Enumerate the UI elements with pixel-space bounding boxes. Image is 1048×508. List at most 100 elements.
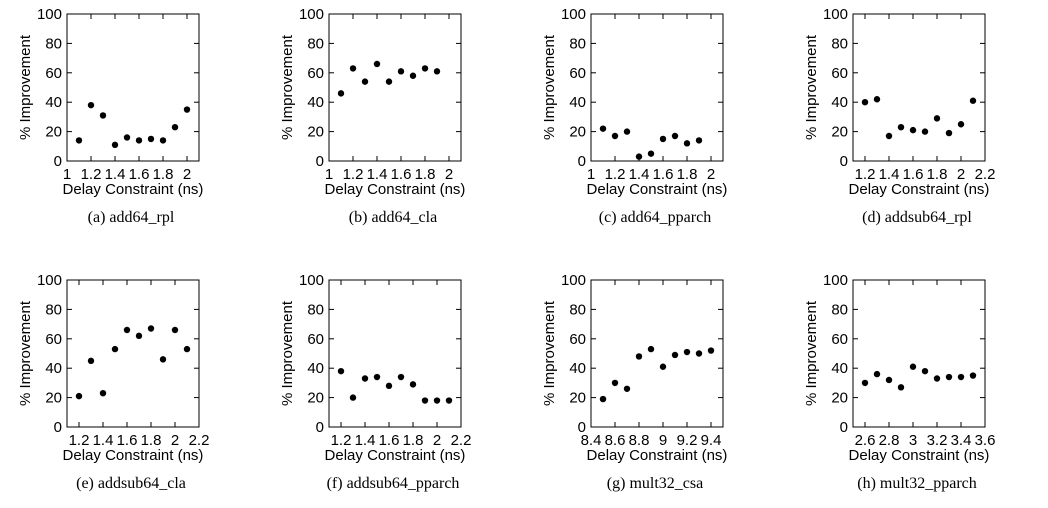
plot-frame bbox=[66, 13, 200, 162]
data-point bbox=[599, 395, 607, 403]
y-tick-label: 40 bbox=[307, 94, 324, 111]
y-axis-label: % Improvement bbox=[803, 34, 820, 140]
subfigure-caption: (a) add64_rpl bbox=[87, 209, 175, 226]
y-tick-label: 60 bbox=[307, 331, 324, 348]
y-tick-label: 20 bbox=[45, 124, 62, 141]
x-tick-label: 1.2 bbox=[605, 166, 626, 183]
y-tick-label: 60 bbox=[831, 331, 848, 348]
data-point bbox=[861, 379, 869, 387]
x-tick-label: 1.2 bbox=[69, 432, 90, 449]
data-point bbox=[75, 137, 83, 144]
y-tick-label: 20 bbox=[831, 124, 848, 141]
data-point bbox=[909, 363, 917, 370]
data-point bbox=[647, 345, 655, 353]
y-tick-label: 60 bbox=[45, 65, 62, 82]
x-tick-label: 1 bbox=[587, 166, 595, 183]
y-axis-label: % Improvement bbox=[17, 34, 34, 140]
x-tick-label: 2.2 bbox=[975, 166, 996, 183]
x-tick-label: 3 bbox=[909, 432, 917, 449]
plot-frame bbox=[590, 13, 724, 162]
y-tick-label: 20 bbox=[569, 124, 586, 141]
data-point bbox=[135, 137, 143, 144]
x-tick-label: 2.2 bbox=[189, 432, 210, 449]
data-point bbox=[635, 153, 643, 160]
subfigure-caption: (c) add64_pparch bbox=[598, 209, 712, 226]
data-point bbox=[695, 137, 703, 144]
y-tick-label: 80 bbox=[831, 35, 848, 52]
x-tick-label: 2.6 bbox=[855, 432, 876, 449]
data-point bbox=[385, 78, 393, 85]
y-tick-label: 20 bbox=[307, 390, 324, 407]
x-tick-label: 8.8 bbox=[629, 432, 650, 449]
y-tick-label: 100 bbox=[823, 6, 848, 23]
plot-frame bbox=[852, 13, 986, 162]
y-tick-label: 100 bbox=[37, 6, 62, 23]
data-point bbox=[683, 140, 691, 147]
data-point bbox=[969, 372, 977, 379]
data-point bbox=[123, 326, 131, 334]
data-point bbox=[885, 376, 893, 384]
data-point bbox=[707, 347, 715, 354]
y-tick-label: 0 bbox=[578, 419, 586, 436]
y-tick-label: 80 bbox=[45, 35, 62, 52]
x-tick-label: 1.8 bbox=[403, 432, 424, 449]
y-axis-label: % Improvement bbox=[279, 34, 296, 140]
x-tick-label: 2 bbox=[957, 166, 965, 183]
data-point bbox=[671, 351, 679, 359]
x-axis-label: Delay Constraint (ns) bbox=[587, 447, 728, 464]
subfigure-caption: (d) addsub64_rpl bbox=[862, 209, 972, 226]
y-tick-label: 20 bbox=[307, 124, 324, 141]
y-tick-label: 60 bbox=[45, 331, 62, 348]
y-tick-label: 100 bbox=[37, 272, 62, 289]
data-point bbox=[409, 381, 417, 388]
data-point bbox=[659, 363, 667, 370]
y-tick-label: 0 bbox=[578, 153, 586, 170]
x-tick-label: 1 bbox=[63, 166, 71, 183]
y-tick-label: 60 bbox=[831, 65, 848, 82]
y-tick-label: 0 bbox=[316, 153, 324, 170]
data-point bbox=[421, 65, 429, 72]
y-tick-label: 20 bbox=[569, 390, 586, 407]
data-point bbox=[421, 397, 429, 404]
x-tick-label: 1 bbox=[325, 166, 333, 183]
x-tick-label: 1.2 bbox=[343, 166, 364, 183]
data-point bbox=[373, 373, 381, 381]
x-tick-label: 1.8 bbox=[677, 166, 698, 183]
y-tick-label: 100 bbox=[823, 272, 848, 289]
y-axis-label: % Improvement bbox=[17, 300, 34, 406]
data-point bbox=[361, 78, 369, 85]
data-point bbox=[945, 373, 953, 381]
x-axis-label: Delay Constraint (ns) bbox=[325, 181, 466, 198]
data-point bbox=[99, 112, 107, 119]
data-point bbox=[397, 373, 405, 381]
data-point bbox=[337, 367, 345, 375]
y-tick-label: 40 bbox=[307, 360, 324, 377]
data-point bbox=[171, 326, 179, 334]
plot-frame bbox=[328, 13, 462, 162]
data-point bbox=[397, 68, 405, 75]
y-tick-label: 80 bbox=[831, 301, 848, 318]
data-point bbox=[183, 345, 191, 353]
data-point bbox=[111, 345, 119, 353]
y-tick-label: 40 bbox=[569, 94, 586, 111]
data-point bbox=[873, 370, 881, 378]
data-point bbox=[409, 72, 417, 79]
x-tick-label: 1.4 bbox=[93, 432, 114, 449]
data-point bbox=[659, 135, 667, 143]
x-tick-label: 1.2 bbox=[81, 166, 102, 183]
data-point bbox=[897, 384, 905, 391]
data-point bbox=[123, 134, 131, 141]
data-point bbox=[99, 389, 107, 397]
data-point bbox=[349, 394, 357, 401]
plot-frame bbox=[852, 279, 986, 428]
x-tick-label: 1.4 bbox=[367, 166, 388, 183]
data-point bbox=[337, 90, 345, 97]
y-tick-label: 0 bbox=[54, 153, 62, 170]
y-tick-label: 80 bbox=[569, 35, 586, 52]
data-point bbox=[373, 60, 381, 68]
x-tick-label: 1.6 bbox=[379, 432, 400, 449]
